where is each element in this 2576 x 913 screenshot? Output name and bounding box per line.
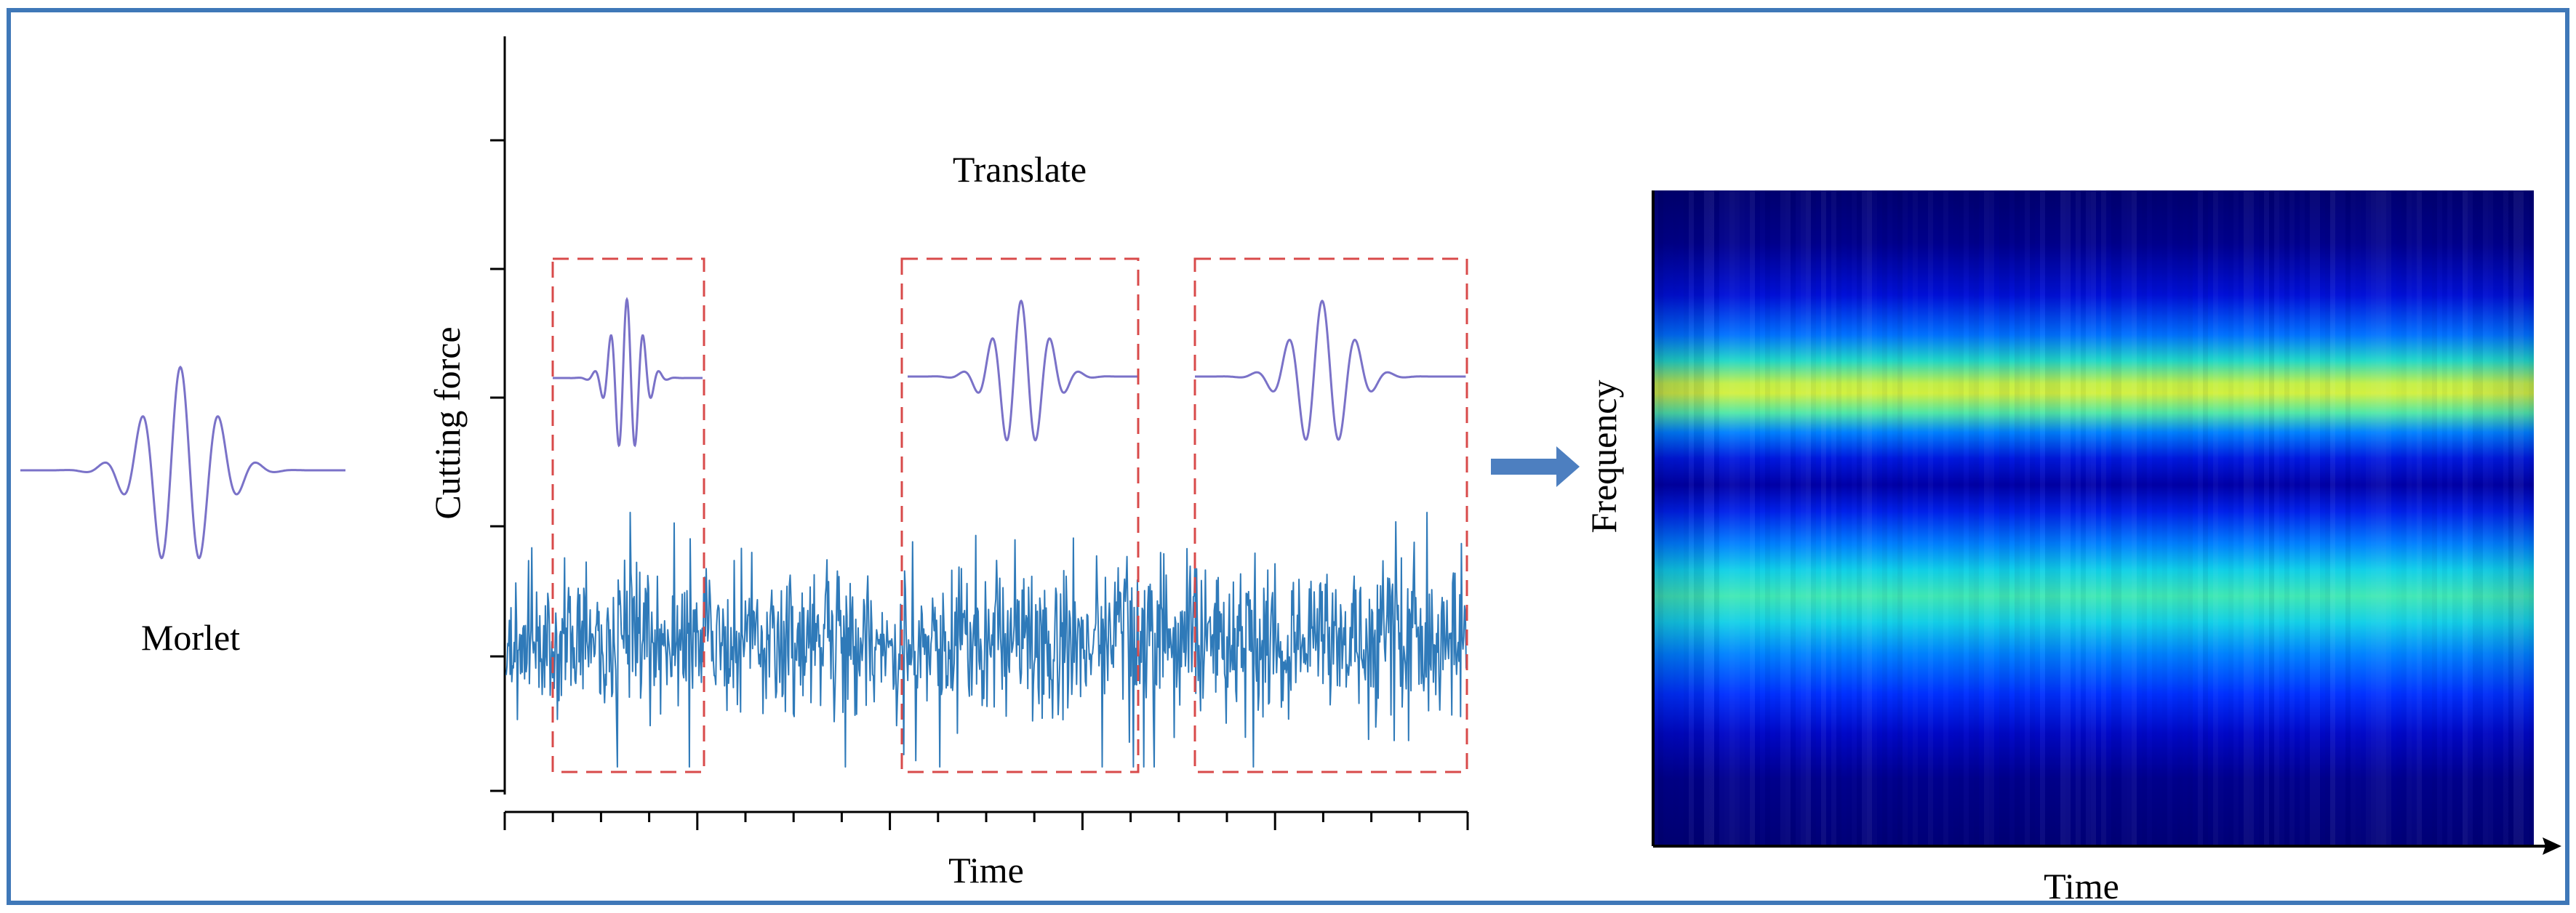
scalogram-time-label: Time	[2044, 866, 2119, 906]
x-axis-label: Time	[948, 850, 1024, 890]
translate-window-3	[1193, 257, 1468, 773]
signal-y-ticks	[490, 139, 505, 792]
y-axis-label: Cutting force	[427, 326, 468, 519]
scalogram-x-axis-arrowhead	[2543, 837, 2561, 855]
translated-wavelet-1	[553, 297, 703, 448]
morlet-label: Morlet	[141, 617, 240, 658]
arrow-right-icon	[1491, 446, 1580, 487]
translated-wavelet-3	[1195, 299, 1466, 441]
morlet-wavelet-panel: Morlet	[20, 365, 345, 658]
frequency-label: Frequency	[1583, 379, 1624, 533]
translate-window-1	[551, 257, 705, 773]
translated-wavelet-2	[908, 299, 1137, 442]
morlet-wavelet-curve	[20, 365, 345, 560]
outer-frame	[7, 8, 2569, 905]
translate-label: Translate	[953, 149, 1087, 190]
signal-x-ticks	[503, 812, 1469, 830]
signal-plot: Translate Cutting force Time	[427, 36, 1469, 890]
scalogram-panel: Frequency Time	[1583, 190, 2561, 906]
translate-window-2	[900, 257, 1140, 773]
cutting-force-signal	[505, 512, 1467, 768]
